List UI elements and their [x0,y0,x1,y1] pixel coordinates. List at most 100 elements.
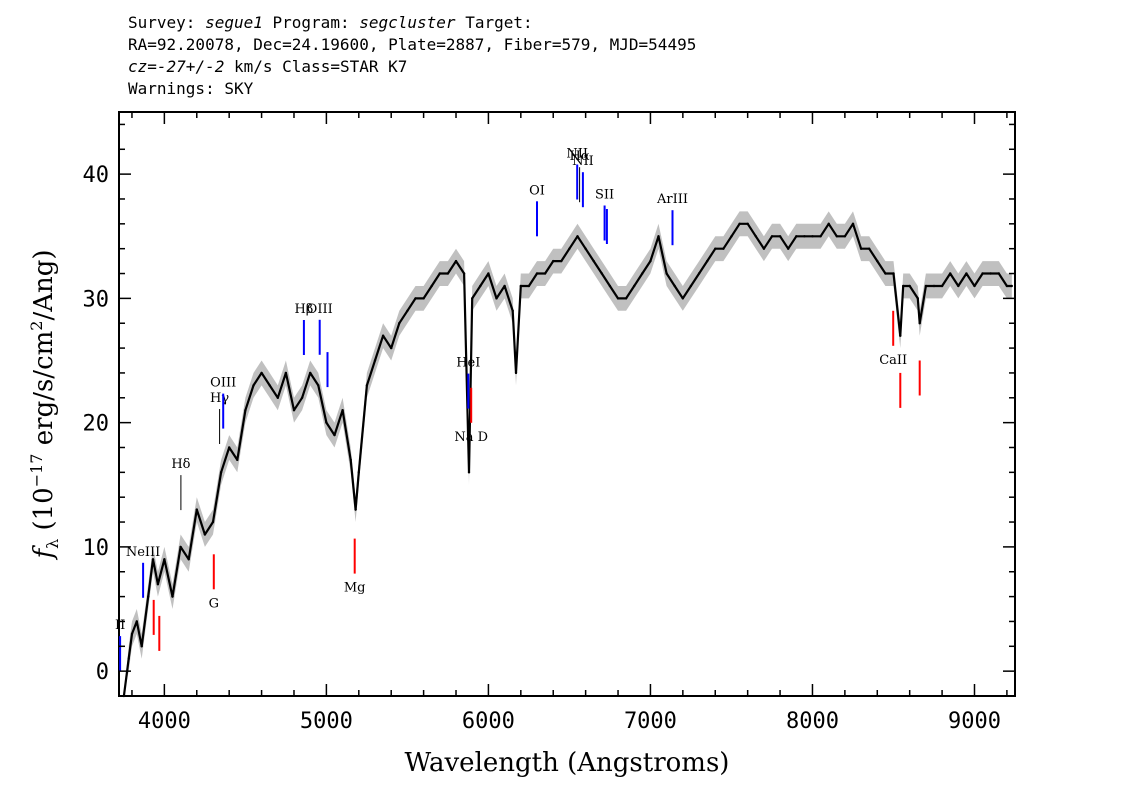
spectrum-point [989,272,992,275]
spectrum-point [195,508,198,511]
x-tick-label: 9000 [948,709,1001,734]
spectrum-header: Survey: segue1 Program: segcluster Targe… [128,12,696,100]
spectrum-point [438,272,441,275]
spectrum-point [827,222,830,225]
spectrum-point [1005,284,1009,288]
header-line-coordinates: RA=92.20078, Dec=24.19600, Plate=2887, F… [128,35,697,54]
spectrum-point [918,322,921,325]
plot-frame [118,111,1016,697]
spectrum-point [738,222,741,225]
x-tick-label: 4000 [138,709,191,734]
spectrum-point [600,272,603,275]
spectrum-point [365,384,369,387]
target-label: Target: [465,13,533,32]
line-marker-label: Na D [454,430,488,445]
spectrum-point [140,645,143,648]
spectrum-series [122,222,1013,698]
spectrum-point [467,471,471,474]
spectrum-point [633,284,636,288]
line-marker-label: II [115,618,125,633]
spectrum-point [949,272,952,275]
x-axis-title: Wavelength (Angstroms) [405,748,730,778]
spectrum-point [843,235,847,238]
spectrum-point [673,284,676,288]
spectrum-point [414,297,417,300]
y-tick-label: 10 [83,536,110,561]
line-marker-label: OIII [307,302,333,317]
spectrum-point [373,359,377,362]
spectrum-point [471,297,474,300]
spectrum-point [495,297,498,300]
spectrum-point [624,297,628,300]
spectrum-point [151,558,155,561]
header-line-redshift: cz=-27+/-2 km/s Class=STAR K7 [128,56,696,78]
spectrum-point [325,421,328,424]
spectrum-point [430,284,433,288]
spectrum-point [835,235,838,238]
spectrum-point [527,284,531,288]
spectrum-point [689,284,693,288]
spectrum-point [171,595,174,598]
x-tick-label: 7000 [624,709,677,734]
survey-label: Survey: [128,13,196,32]
spectrum-point [406,309,409,312]
line-marker-label: ArIII [656,192,688,207]
spectrum-point [902,284,905,288]
spectrum-point [147,595,150,598]
spectrum-point [868,247,871,250]
spectrum-point [754,235,757,238]
spectrum-point [973,284,976,288]
spectrum-point [787,247,790,250]
spectrum-point [535,272,539,275]
spectrum-point [179,545,182,549]
spectrum-point [762,247,766,250]
cz-value: -27+/-2 [156,57,225,76]
spectrum-point [560,259,563,263]
spectrum-point [665,272,668,275]
spectrum-point [916,297,919,300]
spectrum-point [932,284,936,288]
spectrum-point [446,272,450,275]
spectrum-point [462,272,466,275]
axis-ticks: 4000 5000 6000 7000 8000 9000 0 10 20 30 40 [83,112,1015,734]
spectrum-point [592,259,595,263]
spectrum-point [576,235,579,238]
line-marker-label: NII [566,147,588,162]
spectrum-point [292,409,296,412]
survey-value: segue1 [205,13,263,32]
line-marker-label: Hγ [210,391,229,406]
spectrum-point [568,247,571,250]
spectrum-point [770,235,774,238]
spectrum-point [284,371,288,375]
spectrum-point [730,235,733,238]
cz-label: cz= [128,57,157,76]
spectrum-point [127,657,130,660]
line-marker-label: OIII [210,376,236,391]
spectrum-point [511,309,514,312]
line-marker-label: Mg [344,581,366,596]
y-tick-label: 40 [83,163,110,188]
spectrum-point [892,272,895,275]
spectrum-point [349,458,352,462]
spectrum-point [616,297,620,300]
spectrum-point [608,284,612,288]
spectrum-point [851,222,855,225]
spectrum-point [156,583,160,586]
spectrum-point [981,272,984,275]
spectrum-point [130,632,134,636]
spectrum-point [681,297,684,300]
spectrum-point [422,297,425,300]
y-tick-label: 30 [83,287,110,312]
header-line-survey: Survey: segue1 Program: segcluster Targe… [128,12,696,34]
spectrum-point [357,471,360,474]
y-tick-label: 0 [96,660,109,685]
spectrum-point [252,384,255,387]
spectrum-point [584,247,587,250]
spectrum-point [479,284,482,288]
spectrum-point [908,284,911,288]
spectrum-point [811,235,814,238]
spectrum-point [957,284,960,288]
header-line-warnings: Warnings: SKY [128,79,254,98]
spectrum-point [260,371,263,375]
spectrum-point [317,384,320,387]
